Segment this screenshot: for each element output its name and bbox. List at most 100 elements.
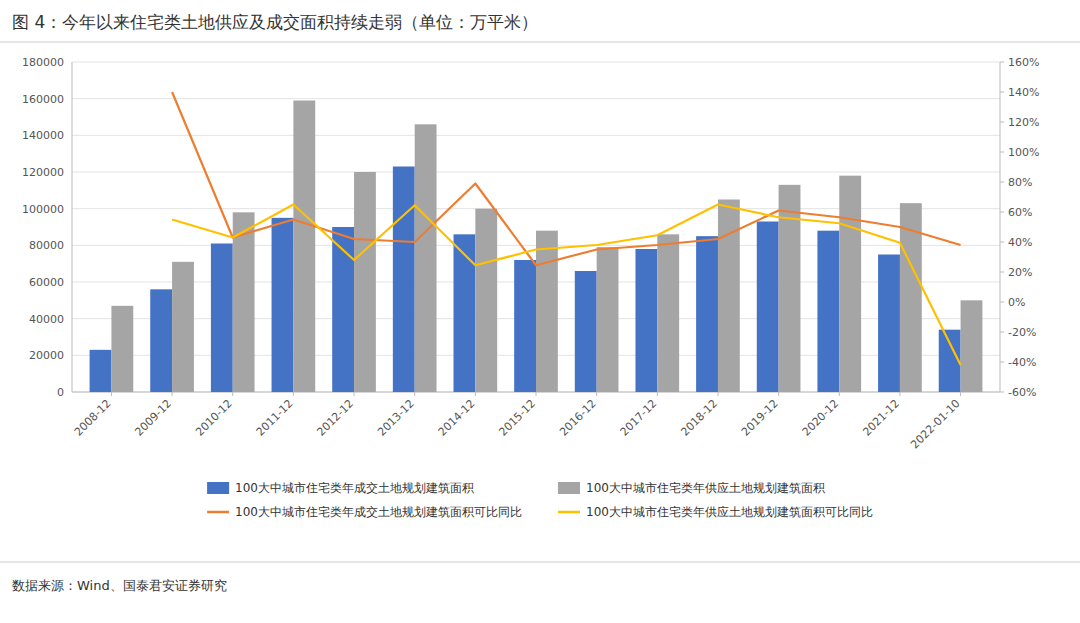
- x-tick: [354, 392, 355, 396]
- y2-tick-label: 60%: [1008, 206, 1032, 219]
- bar: [90, 350, 112, 392]
- bar: [415, 124, 437, 392]
- chart: 图 4：今年以来住宅类土地供应及成交面积持续走弱（单位：万平米） 0 20000 40…: [0, 0, 1080, 623]
- y-tick-label: 140000: [22, 129, 64, 142]
- x-tick-label: 2016-12: [557, 397, 599, 439]
- axes: 0200004000060000800001000001200001400001…: [22, 56, 1039, 451]
- x-tick-label: 2017-12: [618, 397, 660, 439]
- y-tick-label: 160000: [22, 93, 64, 106]
- y-tick-label: 20000: [29, 349, 64, 362]
- y2-tick-label: 40%: [1008, 236, 1032, 249]
- bar-series: [111, 101, 982, 393]
- bar: [332, 227, 354, 392]
- bar: [233, 212, 255, 392]
- bar: [779, 185, 801, 392]
- grid-line: [72, 98, 1000, 99]
- legend-label: 100大中城市住宅类年成交土地规划建筑面积可比同比: [235, 505, 522, 519]
- y2-tick-label: -40%: [1008, 356, 1036, 369]
- legend-label: 100大中城市住宅类年供应土地规划建筑面积可比同比: [586, 505, 873, 519]
- y2-tick-label: 120%: [1008, 116, 1039, 129]
- legend-swatch: [558, 482, 580, 494]
- x-tick-label: 2018-12: [678, 397, 720, 439]
- x-tick-label: 2021-12: [860, 397, 902, 439]
- y2-tick: [1000, 62, 1004, 63]
- bar: [817, 231, 839, 392]
- legend-label: 100大中城市住宅类年成交土地规划建筑面积: [235, 481, 474, 495]
- y2-tick: [1000, 92, 1004, 93]
- bar: [657, 234, 679, 392]
- x-tick-label: 2015-12: [496, 397, 538, 439]
- line: [172, 205, 961, 366]
- title: 图 4：今年以来住宅类土地供应及成交面积持续走弱（单位：万平米）: [12, 12, 538, 32]
- y2-tick-label: -20%: [1008, 326, 1036, 339]
- y2-tick-label: 100%: [1008, 146, 1039, 159]
- grid-line: [72, 62, 1000, 63]
- bar: [597, 247, 619, 392]
- bar: [718, 200, 740, 393]
- legend-item: 100大中城市住宅类年成交土地规划建筑面积可比同比: [207, 505, 522, 519]
- x-tick-label: 2020-12: [800, 397, 842, 439]
- x-tick-label: 2012-12: [314, 397, 356, 439]
- x-tick-label: 2013-12: [375, 397, 417, 439]
- x-tick: [778, 392, 779, 396]
- bar: [575, 271, 597, 392]
- source-rule: [0, 562, 1080, 563]
- grid-line: [72, 172, 1000, 173]
- x-tick: [839, 392, 840, 396]
- legend-swatch: [207, 511, 229, 514]
- bar: [393, 167, 415, 393]
- y2-tick: [1000, 332, 1004, 333]
- bar: [878, 255, 900, 393]
- title-rule: [0, 42, 1080, 43]
- y2-tick: [1000, 212, 1004, 213]
- bar: [293, 101, 315, 393]
- legend-swatch: [207, 482, 229, 494]
- bar: [272, 218, 294, 392]
- x-tick: [596, 392, 597, 396]
- grid-line: [72, 135, 1000, 136]
- bar: [536, 231, 558, 392]
- x-tick: [232, 392, 233, 396]
- x-tick-label: 2008-12: [72, 397, 114, 439]
- x-tick: [293, 392, 294, 396]
- bar: [172, 262, 194, 392]
- y-tick-label: 100000: [22, 203, 64, 216]
- x-tick: [717, 392, 718, 396]
- y-tick-label: 0: [57, 386, 64, 399]
- y-axis-line: [72, 62, 73, 392]
- x-tick: [475, 392, 476, 396]
- y2-axis-line: [1000, 62, 1001, 392]
- bar: [454, 234, 476, 392]
- x-tick-label: 2019-12: [739, 397, 781, 439]
- legend-item: 100大中城市住宅类年供应土地规划建筑面积可比同比: [558, 505, 873, 519]
- y-tick-label: 60000: [29, 276, 64, 289]
- legend-swatch: [558, 511, 580, 514]
- x-tick: [172, 392, 173, 396]
- x-tick-label: 2009-12: [133, 397, 175, 439]
- bar: [475, 209, 497, 392]
- y2-tick-label: 80%: [1008, 176, 1032, 189]
- y2-tick: [1000, 272, 1004, 273]
- y2-tick-label: 20%: [1008, 266, 1032, 279]
- x-tick: [111, 392, 112, 396]
- y2-tick: [1000, 182, 1004, 183]
- y2-tick-label: 0%: [1008, 296, 1025, 309]
- bar: [757, 222, 779, 393]
- y2-tick: [1000, 122, 1004, 123]
- bar: [354, 172, 376, 392]
- line: [172, 92, 961, 265]
- bar: [514, 260, 536, 392]
- x-tick: [536, 392, 537, 396]
- y2-tick: [1000, 362, 1004, 363]
- y2-tick: [1000, 152, 1004, 153]
- bar: [211, 244, 233, 393]
- x-tick: [657, 392, 658, 396]
- y-tick-label: 80000: [29, 239, 64, 252]
- y2-tick: [1000, 392, 1004, 393]
- legend-label: 100大中城市住宅类年供应土地规划建筑面积: [586, 481, 825, 495]
- y-tick-label: 180000: [22, 56, 64, 69]
- legend-item: 100大中城市住宅类年成交土地规划建筑面积: [207, 481, 474, 495]
- y2-tick-label: 160%: [1008, 56, 1039, 69]
- y-tick-label: 120000: [22, 166, 64, 179]
- bar-series: [90, 167, 961, 393]
